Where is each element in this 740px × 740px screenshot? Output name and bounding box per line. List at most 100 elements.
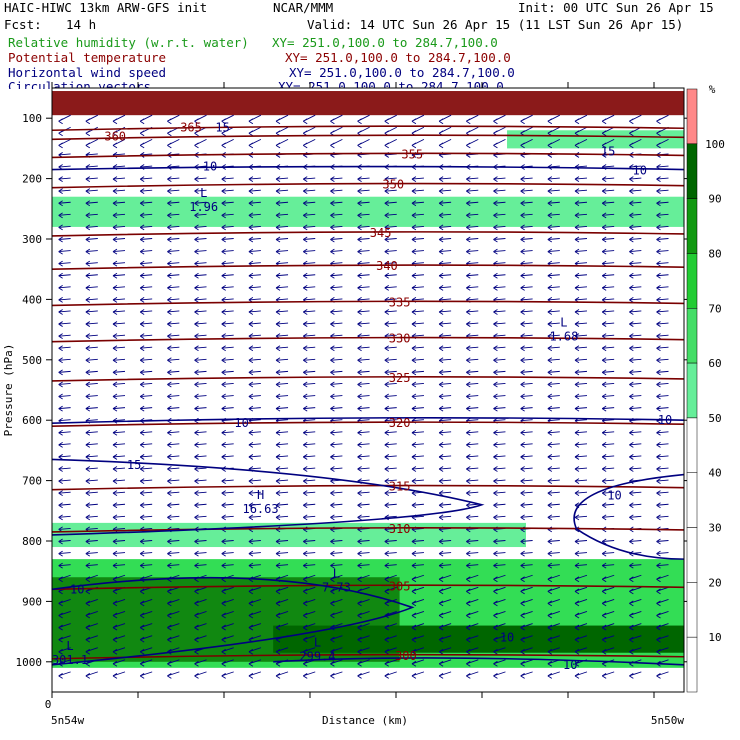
vector-arrow-951 — [275, 611, 289, 619]
vector-arrow-846 — [547, 550, 560, 557]
circulation-vectors — [58, 114, 669, 679]
vector-arrow-737 — [85, 502, 98, 509]
vector-arrow-548 — [574, 393, 588, 400]
vector-arrow-852 — [85, 562, 98, 569]
vector-arrow-850 — [656, 550, 669, 557]
vector-arrow-55 — [302, 138, 316, 149]
vector-arrow-478 — [547, 357, 560, 364]
vector-arrow-712 — [656, 478, 669, 484]
vector-arrow-253 — [58, 248, 71, 255]
vector-arrow-387 — [574, 309, 588, 315]
theta-label-360: 360 — [104, 129, 126, 143]
vector-arrow-250 — [601, 236, 615, 243]
vector-arrow-570 — [547, 405, 560, 412]
colorbar-swatch-9 — [686, 582, 698, 638]
vector-arrow-194 — [330, 212, 343, 219]
vector-arrow-116 — [85, 176, 98, 182]
vector-arrow-123 — [275, 176, 289, 182]
theta-line-300 — [52, 653, 684, 660]
vector-arrow-266 — [411, 248, 424, 255]
vector-arrow-696 — [221, 478, 234, 484]
vector-arrow-554 — [112, 405, 126, 412]
vector-arrow-977 — [357, 623, 370, 631]
vector-arrow-506 — [58, 381, 71, 388]
vector-arrow-264 — [357, 248, 370, 255]
vector-arrow-238 — [275, 236, 289, 243]
vector-arrow-501 — [547, 369, 560, 376]
vector-arrow-1020 — [275, 647, 289, 655]
vector-arrow-175 — [438, 200, 452, 207]
vector-arrow-483 — [58, 369, 71, 376]
vector-arrow-735 — [656, 490, 669, 497]
colorbar-swatch-3 — [686, 253, 698, 309]
vector-arrow-417 — [139, 333, 153, 340]
vector-arrow-1070 — [384, 671, 397, 679]
vector-arrow-694 — [167, 478, 180, 484]
vector-arrow-1012 — [58, 647, 71, 655]
vector-arrow-537 — [275, 393, 289, 400]
vector-arrow-653 — [302, 454, 316, 460]
vector-arrow-891 — [520, 574, 533, 583]
vector-arrow-480 — [601, 357, 615, 364]
vector-arrow-249 — [574, 236, 588, 243]
vector-arrow-469 — [302, 357, 316, 364]
vector-arrow-637 — [493, 441, 506, 448]
vector-arrow-212 — [194, 224, 207, 231]
vector-arrow-126 — [357, 176, 370, 182]
vector-arrow-502 — [574, 369, 588, 376]
vector-arrow-347 — [112, 297, 126, 303]
vector-arrow-48 — [112, 138, 126, 149]
vector-arrow-641 — [601, 441, 615, 448]
vector-arrow-710 — [601, 478, 615, 484]
vector-arrow-1048 — [411, 659, 425, 667]
vector-arrow-781 — [656, 514, 669, 521]
vector-arrow-847 — [574, 550, 588, 557]
vector-arrow-438 — [85, 345, 98, 352]
vector-arrow-56 — [330, 138, 343, 149]
vector-arrow-166 — [194, 200, 207, 207]
vector-arrow-969 — [139, 623, 153, 631]
vector-arrow-667 — [58, 466, 71, 472]
vector-arrow-331 — [302, 284, 316, 291]
vector-arrow-404 — [411, 321, 424, 327]
vector-arrow-629 — [275, 441, 289, 448]
vector-arrow-505 — [656, 369, 669, 376]
vector-arrow-1047 — [384, 659, 397, 667]
vector-arrow-275 — [656, 248, 669, 255]
vector-arrow-156 — [547, 188, 560, 195]
vector-arrow-66 — [601, 138, 615, 149]
vector-arrow-259 — [221, 248, 234, 255]
vector-arrow-474 — [438, 357, 452, 364]
vector-arrow-306 — [248, 272, 261, 279]
vector-arrow-522 — [493, 381, 506, 388]
vector-arrow-606 — [275, 429, 289, 436]
vector-arrow-971 — [194, 623, 207, 631]
vector-arrow-304 — [194, 272, 207, 279]
vector-arrow-651 — [248, 454, 261, 460]
vector-arrow-187 — [139, 212, 153, 219]
vector-arrow-185 — [85, 212, 98, 219]
vector-arrow-277 — [85, 260, 98, 267]
vector-arrow-369 — [85, 309, 98, 315]
vector-arrow-998 — [302, 635, 316, 643]
y-axis: 100 200 300 400 500 600 700 800 900 1000 — [16, 112, 690, 669]
vector-arrow-933 — [411, 598, 425, 607]
vector-arrow-121 — [221, 176, 234, 182]
vector-arrow-67 — [629, 138, 642, 149]
vector-arrow-824 — [574, 538, 588, 545]
vector-arrow-631 — [330, 441, 343, 448]
vector-arrow-230 — [58, 236, 71, 243]
vector-arrow-1023 — [357, 647, 370, 655]
vector-arrow-6 — [221, 114, 234, 125]
vector-arrow-217 — [330, 224, 343, 231]
vector-arrow-567 — [466, 405, 479, 412]
vector-arrow-124 — [302, 176, 316, 182]
vector-arrow-683 — [493, 466, 506, 472]
vector-arrow-839 — [357, 550, 370, 557]
vector-arrow-484 — [85, 369, 98, 376]
vector-arrow-446 — [302, 345, 316, 352]
vector-arrow-547 — [547, 393, 560, 400]
vector-arrow-128 — [411, 176, 424, 182]
vector-arrow-335 — [411, 284, 424, 291]
